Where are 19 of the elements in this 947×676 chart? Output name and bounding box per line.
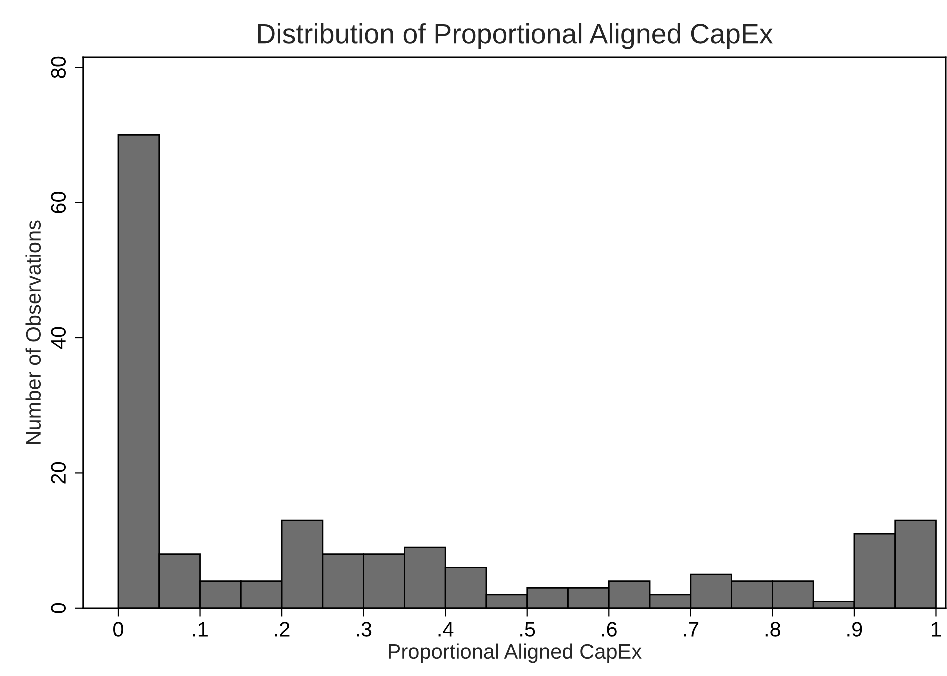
y-tick-label: 60 [51,192,66,214]
x-tick-label: .4 [438,622,454,637]
y-tick-label: 40 [51,327,66,350]
x-axis-title: Proportional Aligned CapEx [389,644,642,664]
y-tick-label: 20 [51,462,66,484]
x-tick-label: .9 [848,622,862,637]
x-tick-label: .5 [520,622,536,637]
x-tick-label: .2 [275,622,290,637]
x-tick-label: .7 [684,622,699,637]
x-tick-label: .1 [193,622,208,637]
x-tick-label: .3 [357,622,372,637]
y-axis-title: Number of Observations [26,220,42,444]
y-tick-label: 80 [51,56,66,78]
chart-title: Distribution of Proportional Aligned CapEx [258,23,774,50]
y-tick-label: 0 [51,603,66,614]
x-tick-label: .8 [766,622,780,637]
x-tick-label: 0 [114,622,124,637]
x-tick-label: .6 [602,622,617,637]
x-tick-label: 1 [932,622,942,637]
